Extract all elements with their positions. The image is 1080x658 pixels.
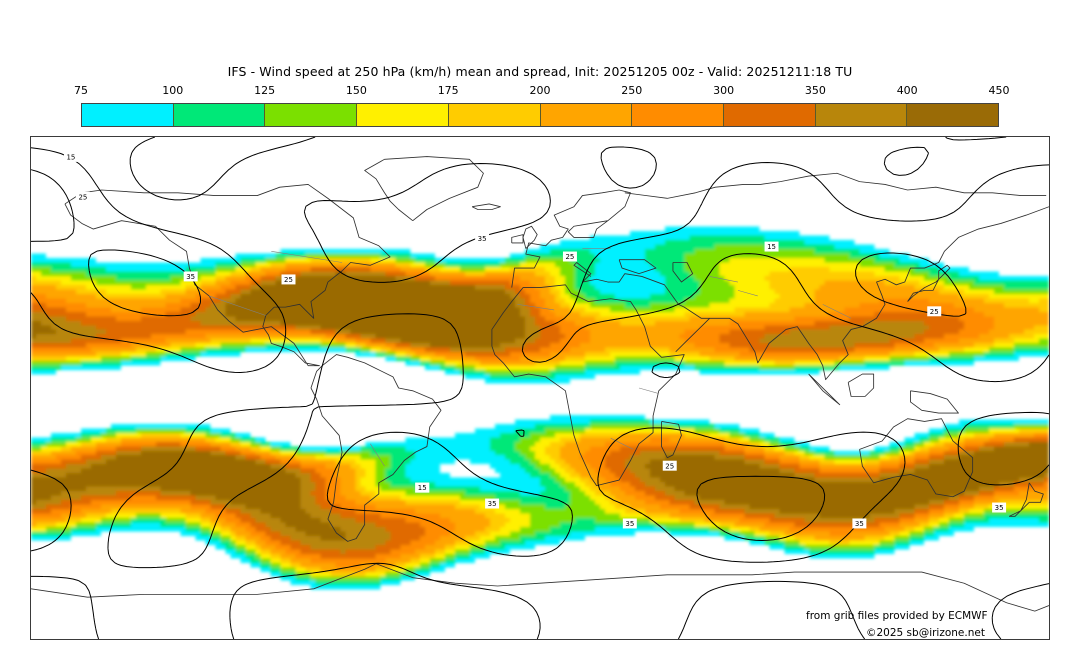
- political-border: [610, 437, 634, 450]
- colorbar-band-150-175: [357, 104, 449, 126]
- colorbar-tick-400: 400: [896, 84, 918, 97]
- contour-label-25: 25: [562, 251, 577, 262]
- svg-text:35: 35: [186, 273, 195, 281]
- coastline-path: [364, 156, 484, 221]
- contour-label-15: 15: [764, 241, 779, 252]
- svg-text:35: 35: [855, 520, 864, 528]
- credit-copyright: ©2025 sb@irizone.net: [866, 627, 985, 639]
- contour-label-35: 35: [475, 233, 490, 244]
- svg-text:25: 25: [565, 253, 574, 261]
- colorbar-tick-100: 100: [162, 84, 184, 97]
- svg-text:35: 35: [488, 500, 497, 508]
- spread-contour-25: [31, 147, 1049, 563]
- credit-source: from grib files provided by ECMWF: [806, 610, 988, 622]
- contour-label-25: 25: [662, 460, 677, 471]
- political-border: [271, 251, 343, 263]
- political-border: [370, 443, 385, 467]
- coastline-path: [808, 373, 841, 406]
- coastline-path: [618, 259, 657, 275]
- coastline-path: [675, 317, 710, 353]
- political-border: [517, 304, 555, 311]
- colorbar-tick-350: 350: [804, 84, 826, 97]
- contour-label-25: 25: [281, 274, 296, 285]
- coastline-path: [661, 421, 682, 459]
- coastline-path: [910, 390, 959, 414]
- contour-label-35: 35: [992, 502, 1007, 513]
- colorbar-tick-250: 250: [621, 84, 643, 97]
- colorbar-bands: [81, 103, 999, 127]
- colorbar-tick-200: 200: [529, 84, 551, 97]
- colorbar-band-125-150: [265, 104, 358, 126]
- coastline-path: [511, 234, 524, 244]
- colorbar-band-75-100: [82, 104, 174, 126]
- contour-label-35: 35: [622, 518, 637, 529]
- coastline-path: [511, 189, 631, 288]
- colorbar-band-175-200: [448, 104, 541, 126]
- political-border: [709, 276, 738, 283]
- colorbar-tick-150: 150: [345, 84, 367, 97]
- svg-text:15: 15: [418, 484, 427, 492]
- coastline-path: [859, 418, 974, 498]
- contour-label-35: 35: [485, 498, 500, 509]
- svg-text:15: 15: [767, 243, 776, 251]
- coastline-path: [31, 563, 1049, 612]
- contour-label-25: 25: [927, 306, 942, 317]
- coastline-path: [1008, 482, 1044, 517]
- colorbar-tick-75: 75: [74, 84, 88, 97]
- map-panel: 151515152525252525353535353535: [30, 136, 1050, 640]
- windspeed-fill-layer: [31, 226, 1049, 590]
- svg-text:25: 25: [665, 462, 674, 470]
- svg-text:35: 35: [995, 504, 1004, 512]
- contour-label-25: 25: [75, 191, 90, 202]
- spread-contour-labels: 151515152525252525353535353535: [63, 151, 1007, 529]
- coastline-path: [672, 262, 694, 283]
- political-border: [737, 290, 758, 297]
- coastline-path: [491, 284, 685, 487]
- colorbar-band-350-400: [815, 104, 908, 126]
- political-border: [209, 295, 266, 316]
- colorbar-band-400-450: [907, 104, 999, 126]
- contour-label-35: 35: [183, 271, 198, 282]
- coastline-path: [310, 354, 442, 542]
- contour-label-15: 15: [415, 482, 430, 493]
- colorbar-band-100-125: [173, 104, 266, 126]
- colorbar-tick-125: 125: [254, 84, 276, 97]
- svg-text:25: 25: [78, 193, 87, 201]
- colorbar-tick-175: 175: [437, 84, 459, 97]
- colorbar-band-250-300: [632, 104, 724, 126]
- windspeed-band-400-450: [31, 271, 1049, 541]
- colorbar-band-200-250: [540, 104, 633, 126]
- spread-contour-layer: [31, 137, 1049, 639]
- contour-label-35: 35: [852, 518, 867, 529]
- colorbar-tick-450: 450: [988, 84, 1010, 97]
- colorbar-tick-labels: 75 100 125 150 175 200 250 300 350 400 450: [74, 84, 1010, 100]
- svg-text:25: 25: [284, 276, 293, 284]
- svg-text:15: 15: [66, 154, 75, 162]
- colorbar: 75 100 125 150 175 200 250 300 350 400 450: [74, 84, 1010, 130]
- colorbar-band-300-350: [723, 104, 816, 126]
- spread-contour-15: [31, 137, 1049, 639]
- svg-text:35: 35: [625, 520, 634, 528]
- svg-text:25: 25: [930, 308, 939, 316]
- contour-label-15: 15: [63, 151, 78, 162]
- coastline-path: [471, 203, 501, 210]
- chart-title: IFS - Wind speed at 250 hPa (km/h) mean …: [227, 64, 853, 79]
- svg-text:35: 35: [478, 235, 487, 243]
- coastline-path: [847, 373, 875, 397]
- coastline-path: [907, 264, 951, 302]
- colorbar-tick-300: 300: [713, 84, 735, 97]
- political-border: [822, 304, 852, 319]
- political-border: [638, 387, 659, 394]
- map-canvas: 151515152525252525353535353535: [31, 137, 1049, 639]
- coastline-path: [573, 206, 1049, 381]
